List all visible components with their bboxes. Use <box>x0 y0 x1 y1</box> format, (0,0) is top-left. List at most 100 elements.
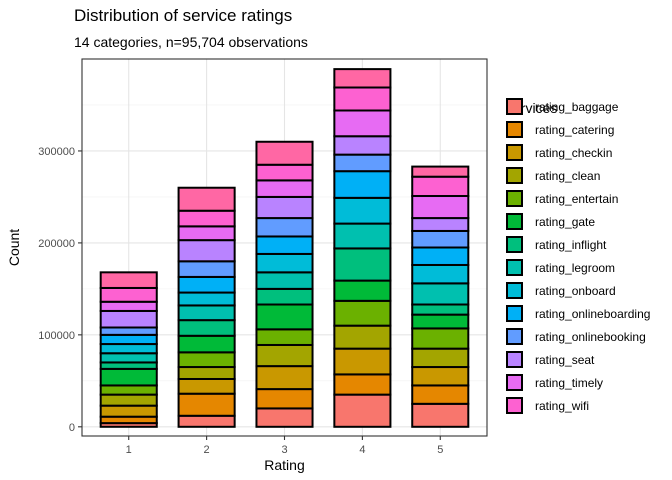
bar-segment <box>333 247 392 282</box>
legend-key <box>506 144 523 161</box>
bar-segment <box>255 235 314 255</box>
bar-segment <box>99 352 158 364</box>
bar-segment <box>255 407 314 428</box>
bar-segment <box>411 303 470 316</box>
bar-segment <box>99 309 158 329</box>
y-tick-label: 0 <box>69 422 75 434</box>
bar-segment <box>99 326 158 336</box>
bar-segment <box>255 365 314 391</box>
bar-segment <box>411 246 470 266</box>
legend-item: rating_inflight <box>506 233 606 256</box>
y-tick-label: 200000 <box>38 238 75 250</box>
bar-segment <box>411 366 470 387</box>
bar-segment <box>411 175 470 198</box>
legend-item: rating_legroom <box>506 256 615 279</box>
legend-label: rating_baggage <box>535 99 619 114</box>
legend-label: rating_checkin <box>535 145 613 160</box>
bar-segment <box>333 347 392 376</box>
legend-key <box>506 236 523 253</box>
bar-segment <box>177 392 236 417</box>
bar-segment <box>333 196 392 225</box>
bar-segment <box>411 217 470 232</box>
legend-key <box>506 305 523 322</box>
bar-segment <box>177 260 236 278</box>
bar-segment <box>255 343 314 368</box>
legend-label: rating_onlineboarding <box>535 306 651 321</box>
bar-segment <box>333 393 392 428</box>
bar-segment <box>333 222 392 250</box>
bar-segment <box>411 347 470 369</box>
bar-segment <box>333 86 392 112</box>
bar-segment <box>177 319 236 337</box>
bar-segment <box>177 351 236 369</box>
x-tick-label: 4 <box>359 444 365 456</box>
legend-label: rating_catering <box>535 122 615 137</box>
legend-item: rating_entertain <box>506 187 618 210</box>
bar-segment <box>411 384 470 405</box>
legend-item: rating_timely <box>506 371 603 394</box>
legend-label: rating_onboard <box>535 283 616 298</box>
bar-segment <box>333 373 392 396</box>
legend-key <box>506 282 523 299</box>
legend-key <box>506 397 523 414</box>
x-tick-label: 3 <box>281 444 287 456</box>
y-tick-label: 300000 <box>38 146 75 158</box>
bar-segment <box>99 286 158 303</box>
bar-segment <box>411 402 470 428</box>
chart-title: Distribution of service ratings <box>74 6 293 25</box>
legend-label: rating_gate <box>535 214 596 229</box>
bar-segment <box>333 153 392 173</box>
bar-segment <box>411 165 470 178</box>
legend-item: rating_baggage <box>506 95 618 118</box>
legend-label: rating_wifi <box>535 398 590 413</box>
bar-segment <box>411 263 470 285</box>
bar-segment <box>255 287 314 306</box>
legend-key <box>506 190 523 207</box>
bar-segment <box>411 282 470 306</box>
legend-label: rating_onlinebooking <box>535 329 646 344</box>
bar-segment <box>411 195 470 220</box>
legend-item: rating_gate <box>506 210 595 233</box>
bar-segment <box>99 343 158 355</box>
bar-segment <box>333 68 392 89</box>
legend-label: rating_timely <box>535 375 604 390</box>
legend-label: rating_entertain <box>535 191 619 206</box>
x-axis-title: Rating <box>264 457 304 473</box>
bar-segment <box>177 334 236 354</box>
legend-key <box>506 259 523 276</box>
legend-item: rating_onboard <box>506 279 616 302</box>
y-axis-title: Count <box>6 229 22 266</box>
bar-segment <box>177 304 236 322</box>
bar-segment <box>177 414 236 428</box>
x-tick-label: 1 <box>126 444 132 456</box>
bar-segment <box>333 279 392 302</box>
bar-segment <box>255 163 314 182</box>
legend-item: rating_clean <box>506 164 600 187</box>
legend-label: rating_seat <box>535 352 595 367</box>
bar-segment <box>177 366 236 380</box>
legend-key <box>506 374 523 391</box>
bar-segment <box>177 291 236 307</box>
bar-segment <box>177 275 236 294</box>
bar-segment <box>333 109 392 138</box>
bar-segment <box>255 303 314 331</box>
legend-item: rating_checkin <box>506 141 612 164</box>
legend-label: rating_legroom <box>535 260 616 275</box>
legend-item: rating_seat <box>506 348 594 371</box>
legend-item: rating_onlinebooking <box>506 325 646 348</box>
legend-item: rating_onlineboarding <box>506 302 650 325</box>
legend-label: rating_clean <box>535 168 601 183</box>
bar-segment <box>255 271 314 290</box>
bar-segment <box>177 225 236 242</box>
bar-segment <box>255 195 314 220</box>
legend-key <box>506 351 523 368</box>
x-tick-label: 2 <box>204 444 210 456</box>
bar-segment <box>411 313 470 330</box>
legend-key <box>506 121 523 138</box>
legend-label: rating_inflight <box>535 237 607 252</box>
bar-segment <box>99 333 158 346</box>
bar-segment <box>177 239 236 263</box>
chart-subtitle: 14 categories, n=95,704 observations <box>74 34 308 50</box>
bar-segment <box>333 170 392 199</box>
bar-segment <box>255 179 314 198</box>
